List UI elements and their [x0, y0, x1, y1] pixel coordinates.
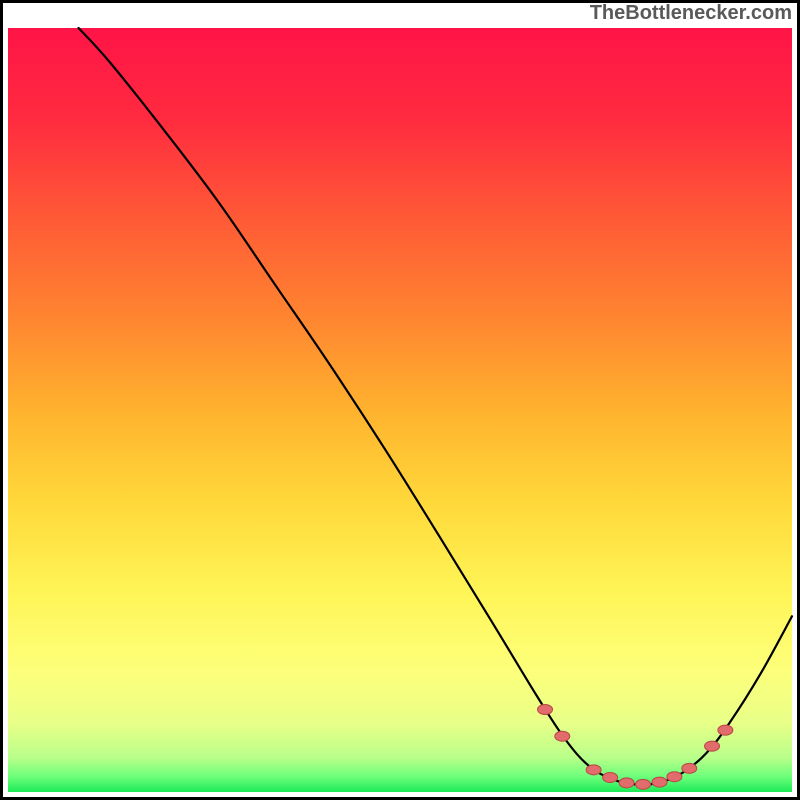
chart-marker [705, 741, 720, 751]
chart-marker [682, 763, 697, 773]
chart-marker [652, 777, 667, 787]
chart-marker [667, 772, 682, 782]
plot-area [0, 0, 800, 800]
chart-container: TheBottlenecker.com [0, 0, 800, 800]
chart-marker [718, 725, 733, 735]
chart-marker [555, 731, 570, 741]
chart-background [8, 28, 792, 792]
chart-marker [619, 778, 634, 788]
chart-marker [603, 772, 618, 782]
chart-svg [0, 0, 800, 800]
chart-marker [636, 779, 651, 789]
chart-marker [586, 765, 601, 775]
watermark-text: TheBottlenecker.com [590, 2, 792, 25]
chart-marker [538, 704, 553, 714]
